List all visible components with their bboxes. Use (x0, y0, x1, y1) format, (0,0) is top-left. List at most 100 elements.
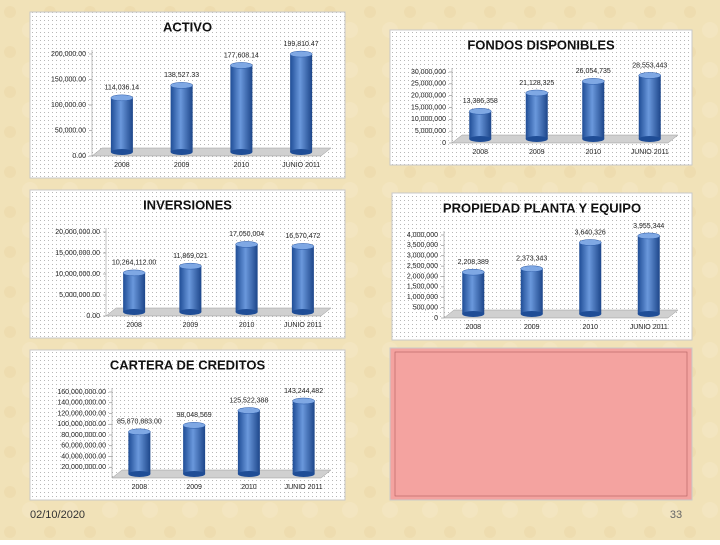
chart: INVERSIONES 0.00 5,000,000.00 10,000,000.00… (29, 189, 346, 339)
bar-base (520, 311, 543, 317)
bar-base (638, 136, 661, 142)
charts: ACTIVO 0.00 50,000.00 100,000.00 150,000.00 2… (29, 11, 693, 501)
table-image (389, 347, 693, 501)
bar-base (582, 136, 605, 142)
y-tick-label: 120,000,000.00 (57, 410, 106, 417)
bar-base (110, 149, 133, 155)
bar (179, 266, 202, 312)
value-label: 85,870,883.00 (117, 419, 162, 426)
table-panel (389, 347, 693, 501)
bar-top (638, 72, 661, 79)
x-tick-label: JUNIO 2011 (285, 484, 323, 491)
y-tick-label: 3,000,000 (407, 253, 438, 260)
x-tick-label: JUNIO 2011 (631, 149, 669, 156)
bar (520, 268, 543, 314)
value-label: 13,386,358 (463, 98, 498, 105)
value-label: 28,553,443 (632, 62, 667, 69)
bar-top (637, 232, 660, 240)
floor (91, 147, 332, 157)
x-tick-label: 2010 (239, 322, 255, 329)
y-tick-label: 50,000.00 (55, 127, 86, 134)
chart: PROPIEDAD PLANTA Y EQUIPO 0 500,000 1,000,0… (391, 192, 693, 341)
y-tick-label: 160,000,000.00 (57, 389, 106, 396)
x-tick-label: 2010 (234, 162, 250, 169)
bar (469, 111, 492, 139)
floor (105, 307, 332, 317)
x-tick-label: 2008 (465, 324, 481, 331)
value-label: 26,054,735 (576, 68, 611, 75)
bar (637, 235, 660, 314)
value-label: 17,050,004 (229, 231, 264, 238)
y-tick-label: 2,000,000 (407, 273, 438, 280)
value-label: 114,036.14 (105, 85, 140, 92)
value-label: 11,869,021 (173, 253, 208, 260)
chart: FONDOS DISPONIBLES 0 5,000,000 10,000,000 15… (389, 29, 693, 166)
y-tick-label: 140,000,000.00 (57, 400, 106, 407)
chart-title: PROPIEDAD PLANTA Y EQUIPO (443, 200, 641, 215)
y-tick-label: 0.00 (86, 313, 100, 320)
bar (292, 401, 315, 474)
y-tick-label: 1,000,000 (407, 294, 438, 301)
bar-top (170, 82, 193, 89)
value-label: 2,208,389 (458, 259, 489, 266)
chart-title: FONDOS DISPONIBLES (467, 37, 615, 52)
x-tick-label: 2008 (114, 162, 130, 169)
y-tick-label: 20,000,000 (411, 93, 446, 100)
bar-top (128, 428, 151, 436)
bar (638, 75, 661, 139)
x-tick-label: 2009 (186, 484, 202, 491)
bar (183, 425, 206, 474)
y-tick-label: 15,000,000.00 (55, 250, 100, 257)
bar-top (292, 397, 315, 405)
bar-top (525, 89, 548, 97)
bar (290, 54, 313, 152)
y-tick-label: 5,000,000 (415, 128, 446, 135)
bar-top (582, 78, 605, 85)
bar-base (123, 309, 146, 315)
x-tick-label: 2009 (524, 324, 540, 331)
y-tick-label: 500,000 (413, 304, 438, 311)
bar (170, 85, 193, 152)
bar (123, 272, 146, 312)
x-tick-label: JUNIO 2011 (282, 162, 320, 169)
bar-base (237, 471, 260, 477)
bar (462, 272, 485, 314)
value-label: 2,373,343 (516, 256, 547, 263)
y-tick-label: 200,000.00 (51, 51, 86, 58)
page-number: 33 (670, 509, 682, 521)
chart-title: CARTERA DE CREDITOS (110, 357, 266, 372)
y-tick-label: 2,500,000 (407, 263, 438, 270)
floor (451, 134, 679, 144)
y-tick-label: 0 (442, 140, 446, 147)
x-tick-label: 2008 (472, 149, 488, 156)
value-label: 3,640,326 (575, 229, 606, 236)
bar-base (235, 309, 258, 315)
bar (230, 65, 253, 152)
floor (111, 469, 332, 479)
y-tick-label: 80,000,000.00 (61, 432, 106, 439)
y-tick-label: 10,000,000.00 (55, 271, 100, 278)
bar-base (469, 136, 492, 142)
bar-base (462, 311, 485, 317)
bar (128, 431, 151, 474)
x-tick-label: 2009 (183, 322, 199, 329)
value-label: 16,570,472 (285, 233, 320, 240)
bar-base (290, 149, 313, 155)
bar-base (128, 471, 151, 477)
x-tick-label: 2009 (174, 162, 190, 169)
chart-title: ACTIVO (163, 19, 212, 34)
value-label: 125,522,388 (229, 397, 268, 404)
bar-top (291, 243, 315, 250)
bar-base (291, 309, 314, 315)
bar-top (230, 62, 253, 69)
value-label: 10,264,112.00 (112, 260, 156, 267)
bar-base (637, 311, 660, 317)
bar (110, 97, 133, 152)
y-tick-label: 25,000,000 (411, 81, 446, 88)
x-tick-label: 2010 (241, 484, 257, 491)
bar-top (235, 241, 258, 248)
bar (582, 81, 605, 139)
chart: CARTERA DE CREDITOS 20,000,000.00 40,000,0… (29, 349, 346, 501)
bar-base (579, 311, 602, 317)
